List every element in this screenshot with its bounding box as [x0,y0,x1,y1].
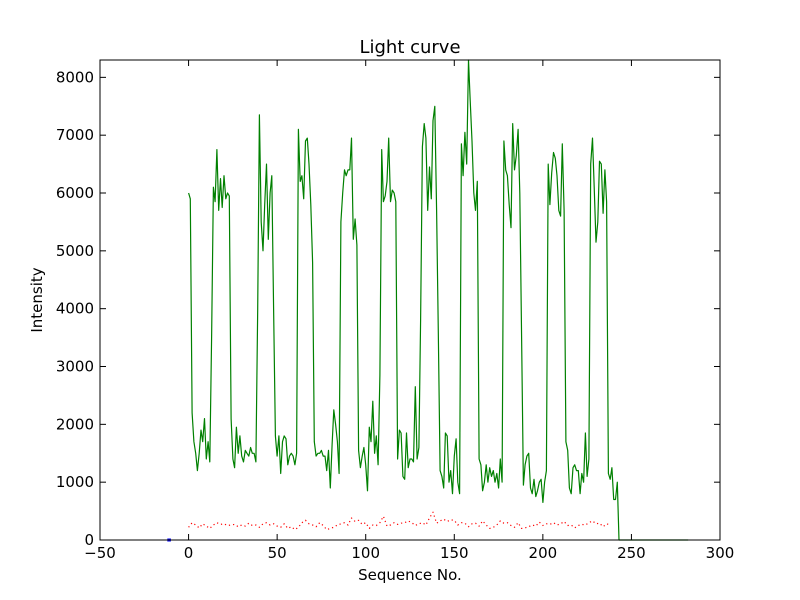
x-axis-label: Sequence No. [358,566,462,584]
chart-title: Light curve [359,37,460,58]
x-tick-label: 300 [706,544,735,562]
y-axis-label: Intensity [28,267,46,332]
y-tick-label: 7000 [56,126,94,144]
x-tick-label: 250 [617,544,646,562]
series-line-1 [188,59,689,541]
y-axis-ticks: 0 1000 2000 3000 4000 5000 6000 7000 8000 [56,68,720,549]
x-tick-label: 100 [351,544,380,562]
x-tick-label: 200 [529,544,558,562]
x-tick-label: 50 [268,544,287,562]
y-tick-label: 2000 [56,415,94,433]
x-tick-label: 150 [440,544,469,562]
series-line-2 [188,511,611,531]
y-tick-label: 8000 [56,68,94,86]
y-tick-label: 0 [84,531,94,549]
x-axis-ticks: −50 0 50 100 150 200 250 300 [84,60,734,562]
y-tick-label: 1000 [56,473,94,491]
x-tick-label: 0 [184,544,194,562]
y-tick-label: 4000 [56,300,94,318]
y-tick-label: 5000 [56,242,94,260]
y-tick-label: 3000 [56,358,94,376]
x-tick-label: −50 [84,544,116,562]
y-tick-label: 6000 [56,184,94,202]
plot-frame [99,59,721,541]
